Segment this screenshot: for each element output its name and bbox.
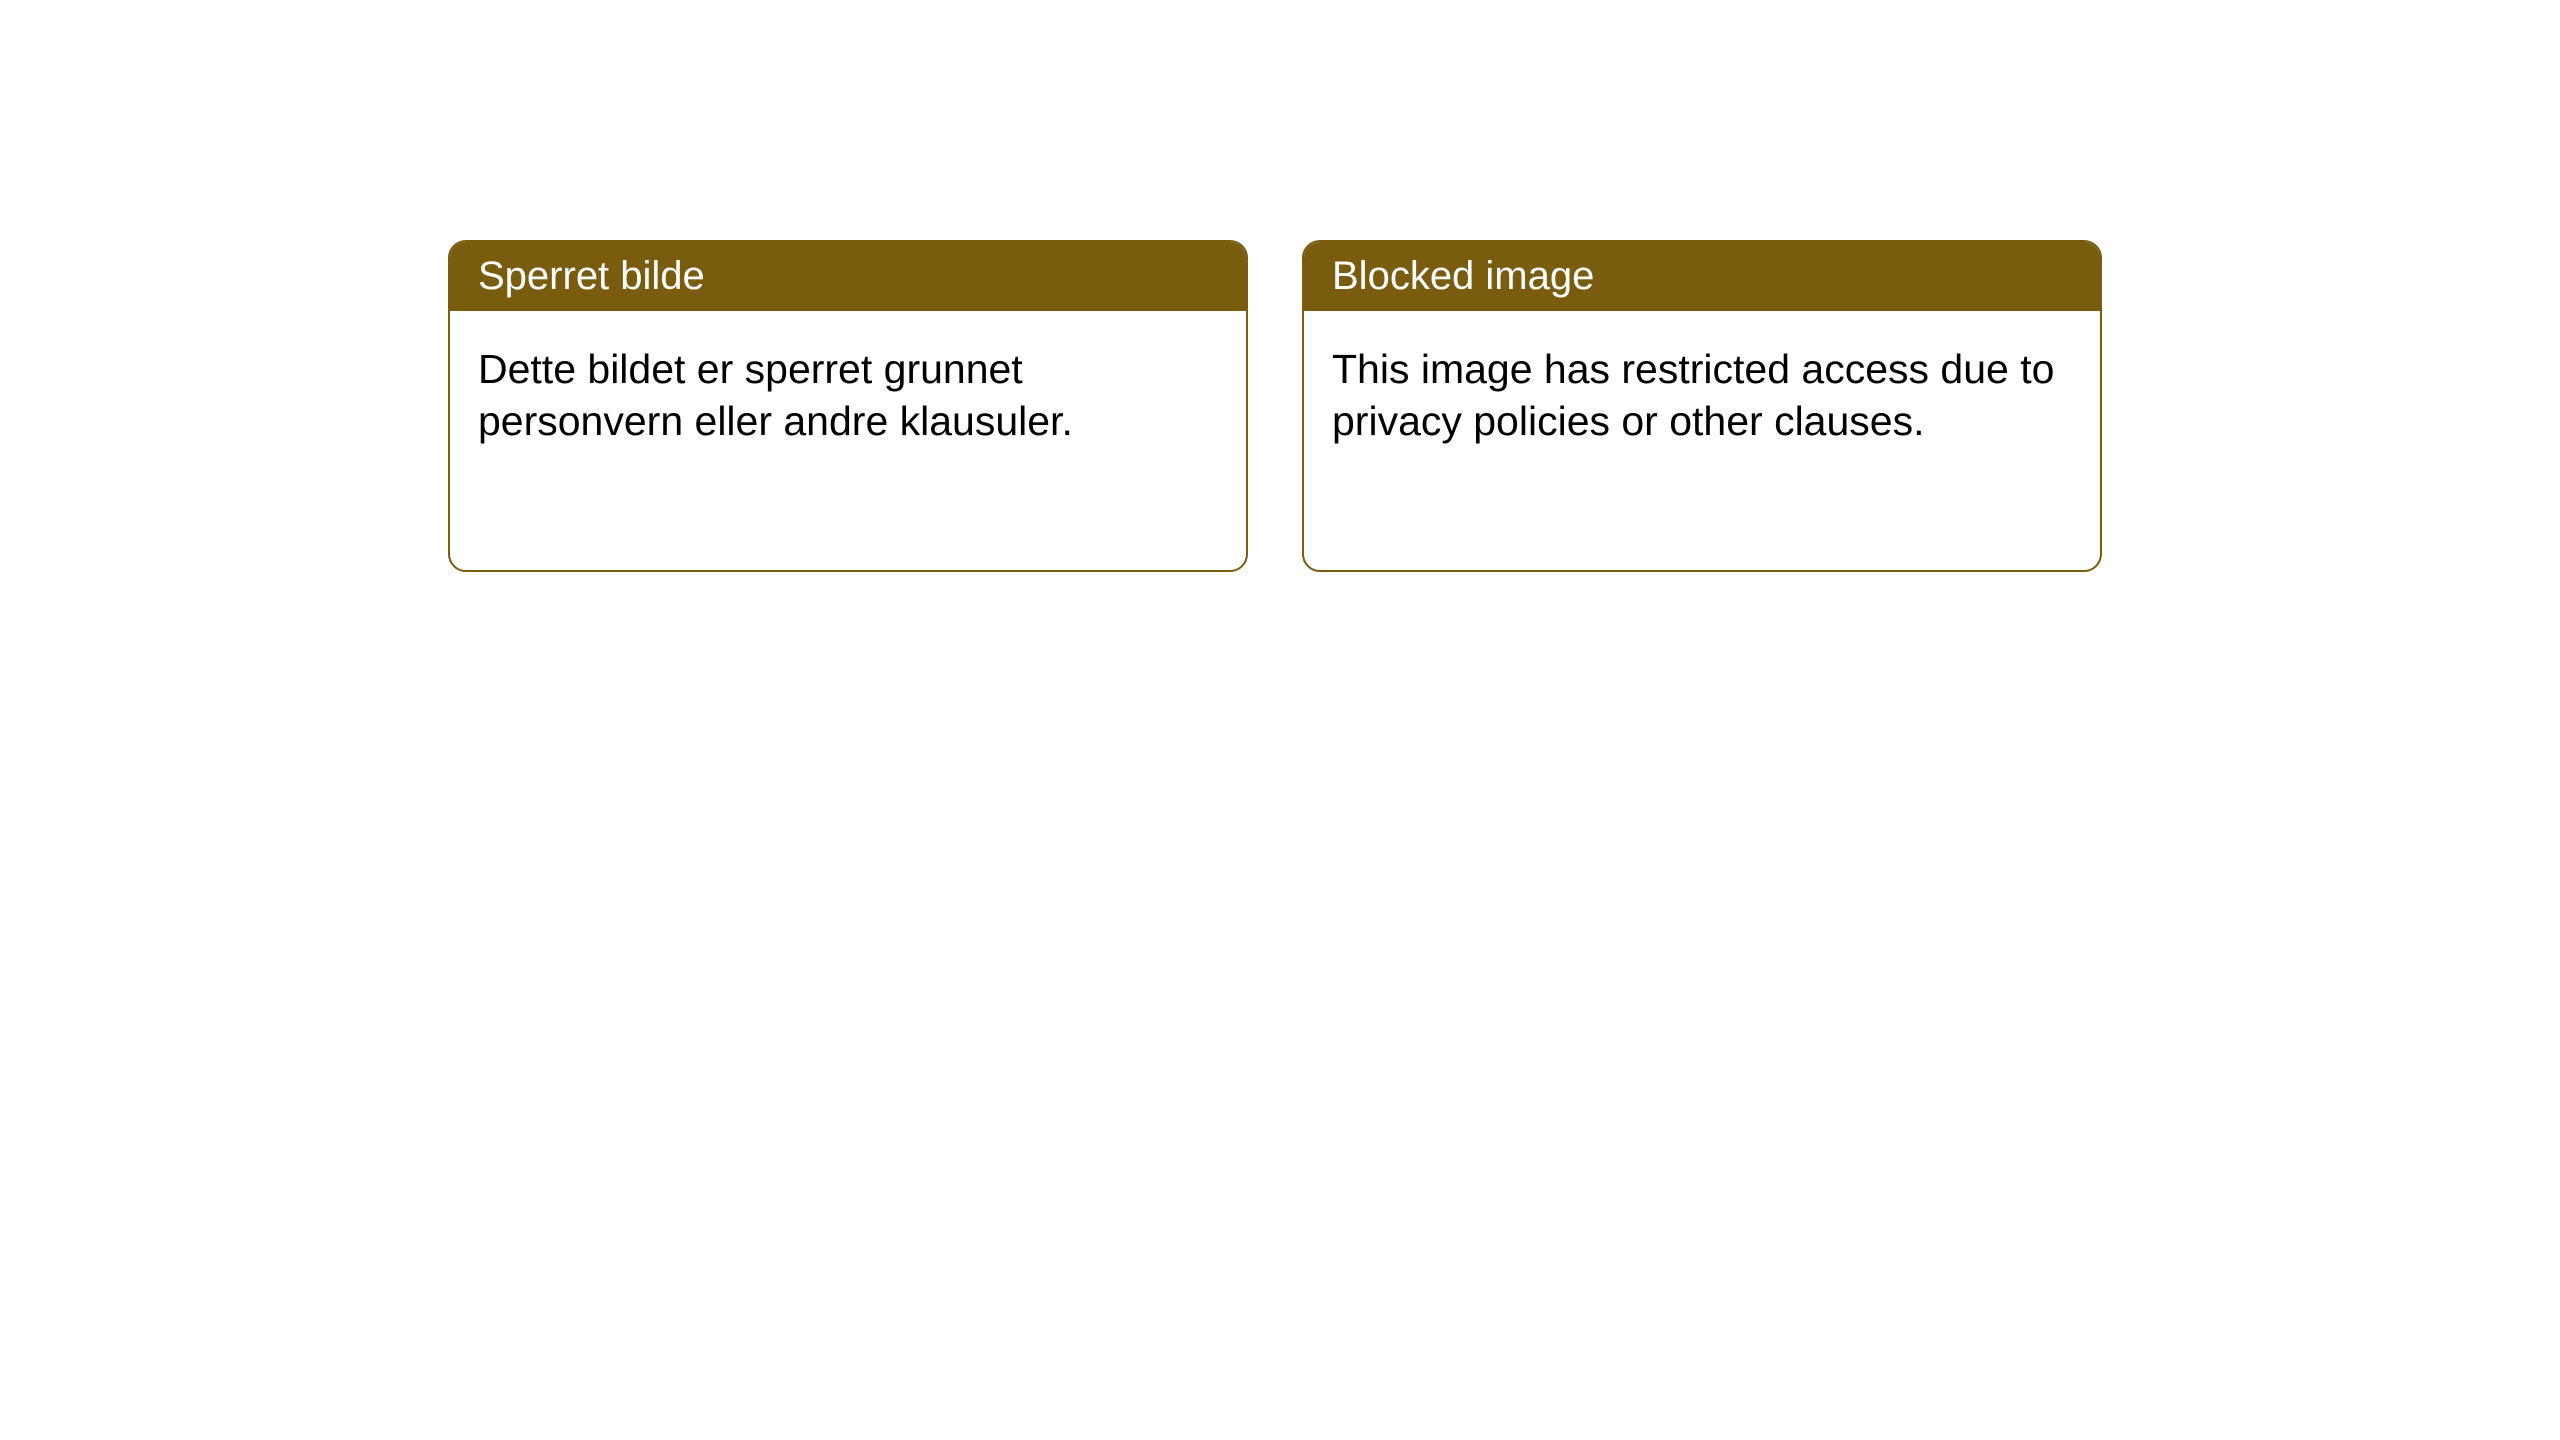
card-title: Blocked image — [1332, 254, 1594, 298]
notice-cards-container: Sperret bilde Dette bildet er sperret gr… — [448, 240, 2102, 572]
card-body-text: Dette bildet er sperret grunnet personve… — [478, 346, 1073, 444]
card-header: Sperret bilde — [450, 242, 1246, 311]
card-body: This image has restricted access due to … — [1304, 311, 2100, 480]
card-body-text: This image has restricted access due to … — [1332, 346, 2054, 444]
card-body: Dette bildet er sperret grunnet personve… — [450, 311, 1246, 480]
card-title: Sperret bilde — [478, 254, 705, 298]
blocked-image-card-en: Blocked image This image has restricted … — [1302, 240, 2102, 572]
card-header: Blocked image — [1304, 242, 2100, 311]
blocked-image-card-no: Sperret bilde Dette bildet er sperret gr… — [448, 240, 1248, 572]
